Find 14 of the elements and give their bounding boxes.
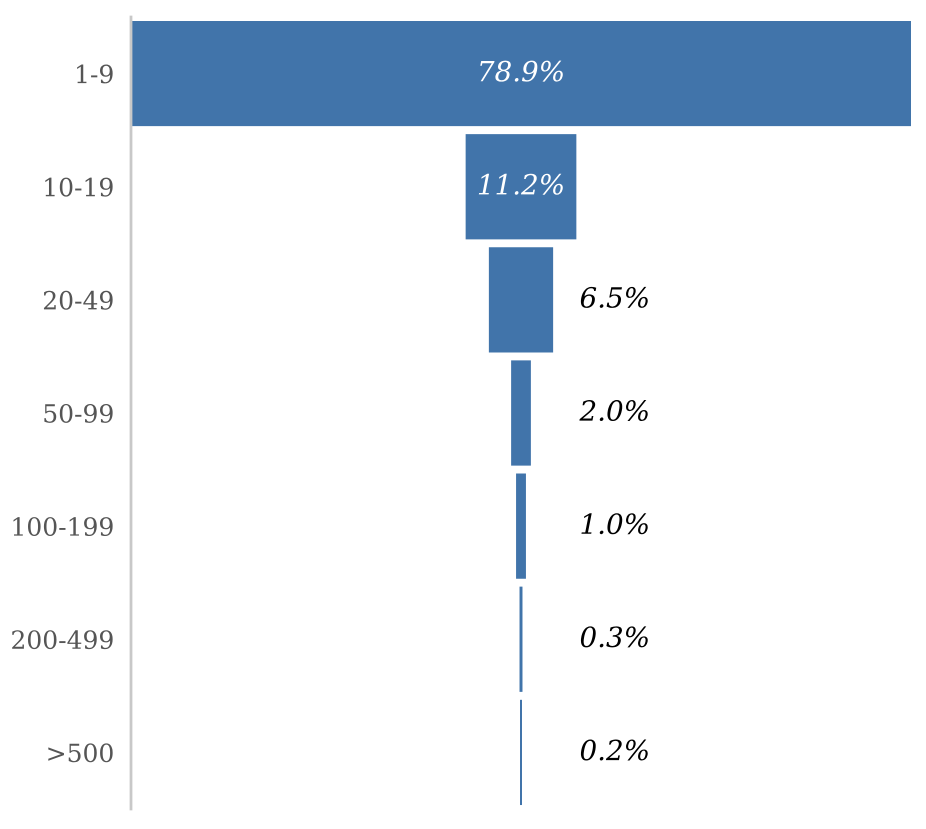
data-label: 1.0% — [581, 513, 648, 534]
category-label: 100-199 — [13, 517, 113, 536]
category-label: 50-99 — [44, 404, 113, 423]
category-label: 1-9 — [77, 64, 113, 84]
data-label: 6.5% — [580, 286, 648, 308]
data-label: 11.2% — [478, 174, 563, 195]
data-label: 0.2% — [580, 739, 648, 760]
category-label: 200-499 — [12, 630, 113, 650]
category-label: >500 — [48, 743, 113, 762]
category-label: 20-49 — [44, 290, 113, 310]
data-label: 0.3% — [580, 626, 648, 648]
data-label: 78.9% — [480, 60, 563, 82]
data-label: 2.0% — [579, 400, 648, 422]
category-label: 10-19 — [45, 178, 113, 197]
